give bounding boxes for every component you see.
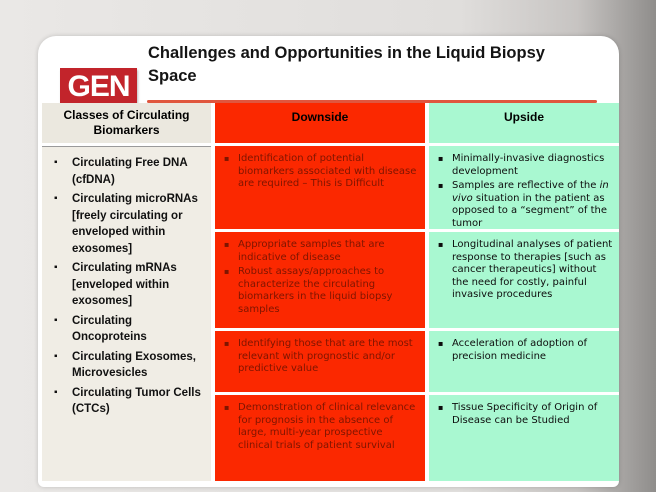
text-segment-italic: in vivo <box>452 180 609 204</box>
biomarkers-list-cell: Circulating Free DNA (cfDNA) Circulating… <box>42 146 211 481</box>
list-item: Tissue Specificity of Origin of Disease … <box>435 402 613 427</box>
text-segment: situation in the patient as opposed to a… <box>452 192 607 229</box>
list-item: Longitudinal analyses of patient respons… <box>435 239 613 302</box>
upside-cell-row4: Tissue Specificity of Origin of Disease … <box>429 395 619 481</box>
upside-list: Minimally-invasive diagnostics developme… <box>435 153 613 230</box>
list-item: Circulating Exosomes, Microvesicles <box>50 349 207 382</box>
list-item: Minimally-invasive diagnostics developme… <box>435 153 613 178</box>
title-underline <box>147 100 597 103</box>
column-header-classes: Classes of Circulating Biomarkers <box>42 103 211 143</box>
downside-cell-row3: Identifying those that are the most rele… <box>215 331 425 392</box>
upside-cell-row2: Longitudinal analyses of patient respons… <box>429 232 619 328</box>
upside-cell-row3: Acceleration of adoption of precision me… <box>429 331 619 392</box>
downside-cell-row1: Identification of potential biomarkers a… <box>215 146 425 229</box>
biomarkers-table: Classes of Circulating Biomarkers Downsi… <box>42 103 619 483</box>
list-item: Circulating Free DNA (cfDNA) <box>50 155 207 188</box>
list-item: Robust assays/approaches to characterize… <box>221 266 419 316</box>
biomarkers-list: Circulating Free DNA (cfDNA) Circulating… <box>50 155 207 418</box>
slide-card: GEN Challenges and Opportunities in the … <box>38 36 619 487</box>
column-header-downside: Downside <box>215 103 425 143</box>
downside-cell-row4: Demonstration of clinical relevance for … <box>215 395 425 481</box>
upside-list: Longitudinal analyses of patient respons… <box>435 239 613 302</box>
downside-list: Appropriate samples that are indicative … <box>221 239 419 316</box>
downside-list: Demonstration of clinical relevance for … <box>221 402 419 452</box>
text-segment: Samples are reflective of the <box>452 180 600 191</box>
gen-logo: GEN <box>60 68 137 106</box>
list-item: Circulating Oncoproteins <box>50 313 207 346</box>
list-item: Circulating mRNAs [enveloped within exos… <box>50 260 207 310</box>
upside-list: Acceleration of adoption of precision me… <box>435 338 613 363</box>
list-item: Circulating Tumor Cells (CTCs) <box>50 385 207 418</box>
downside-cell-row2: Appropriate samples that are indicative … <box>215 232 425 328</box>
list-item: Circulating microRNAs [freely circulatin… <box>50 191 207 257</box>
upside-list: Tissue Specificity of Origin of Disease … <box>435 402 613 427</box>
downside-list: Identifying those that are the most rele… <box>221 338 419 376</box>
list-item: Acceleration of adoption of precision me… <box>435 338 613 363</box>
upside-cell-row1: Minimally-invasive diagnostics developme… <box>429 146 619 229</box>
column-header-upside: Upside <box>429 103 619 143</box>
downside-list: Identification of potential biomarkers a… <box>221 153 419 191</box>
list-item: Appropriate samples that are indicative … <box>221 239 419 264</box>
list-item: Identification of potential biomarkers a… <box>221 153 419 191</box>
list-item: Demonstration of clinical relevance for … <box>221 402 419 452</box>
slide-title: Challenges and Opportunities in the Liqu… <box>148 44 545 85</box>
list-item: Samples are reflective of the in vivo si… <box>435 180 613 230</box>
gen-logo-text: GEN <box>67 70 130 103</box>
list-item: Identifying those that are the most rele… <box>221 338 419 376</box>
